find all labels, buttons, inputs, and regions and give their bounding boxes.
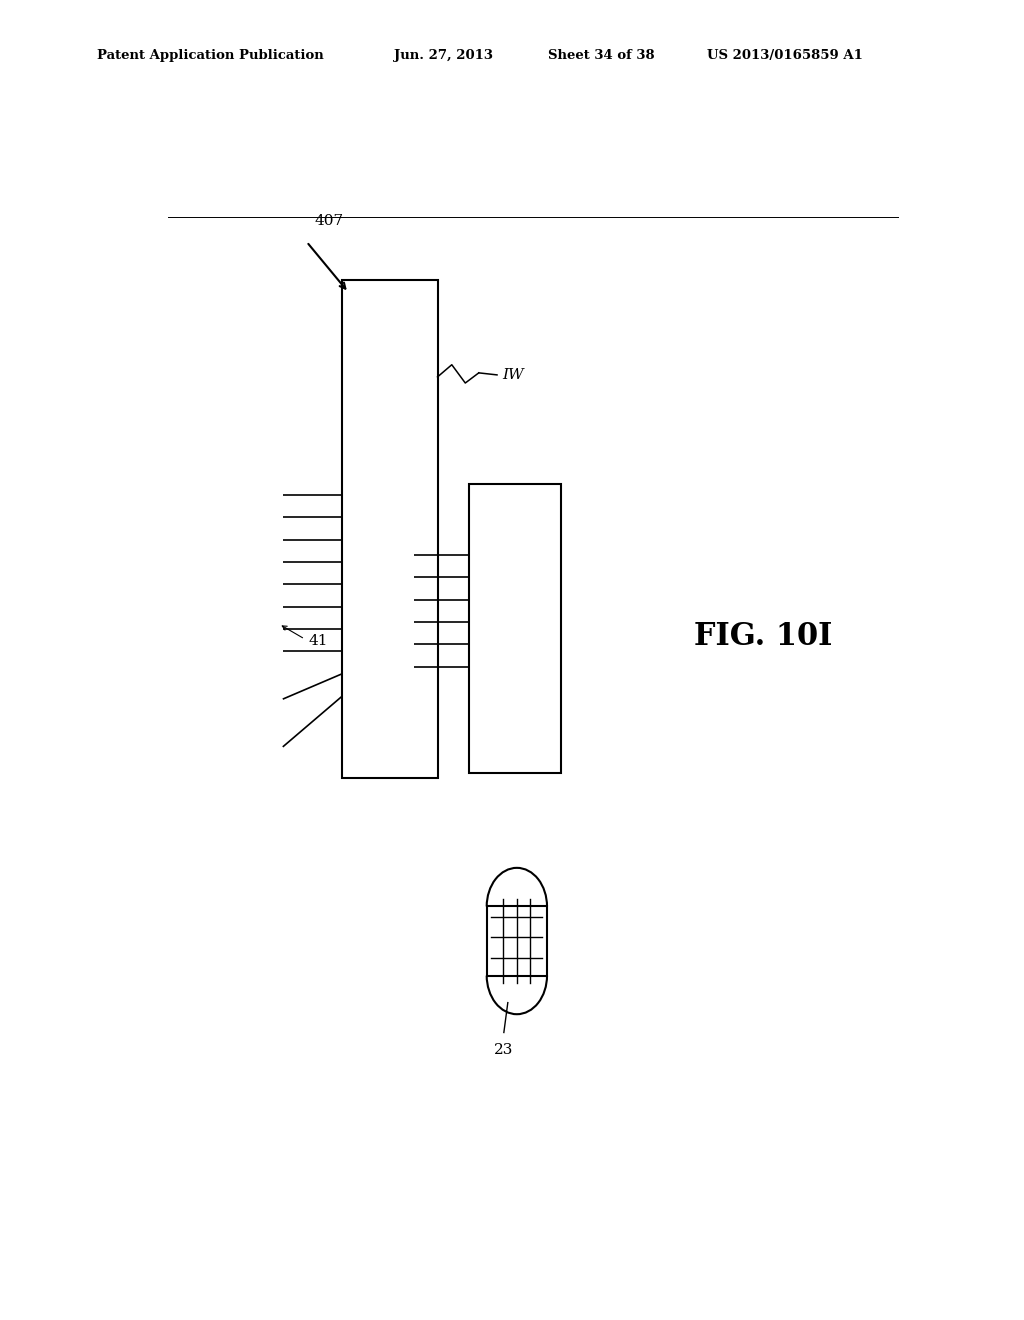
Text: 23: 23 (495, 1043, 514, 1057)
Text: US 2013/0165859 A1: US 2013/0165859 A1 (707, 49, 862, 62)
Bar (469, 483, 560, 774)
Text: FIG. 10I: FIG. 10I (693, 620, 833, 652)
Bar (486, 907, 547, 975)
Text: 41: 41 (309, 634, 329, 648)
Text: IW: IW (503, 368, 524, 381)
Text: Patent Application Publication: Patent Application Publication (97, 49, 324, 62)
Text: 407: 407 (314, 214, 344, 227)
Text: Sheet 34 of 38: Sheet 34 of 38 (548, 49, 654, 62)
Bar (342, 280, 437, 779)
Text: Jun. 27, 2013: Jun. 27, 2013 (394, 49, 494, 62)
